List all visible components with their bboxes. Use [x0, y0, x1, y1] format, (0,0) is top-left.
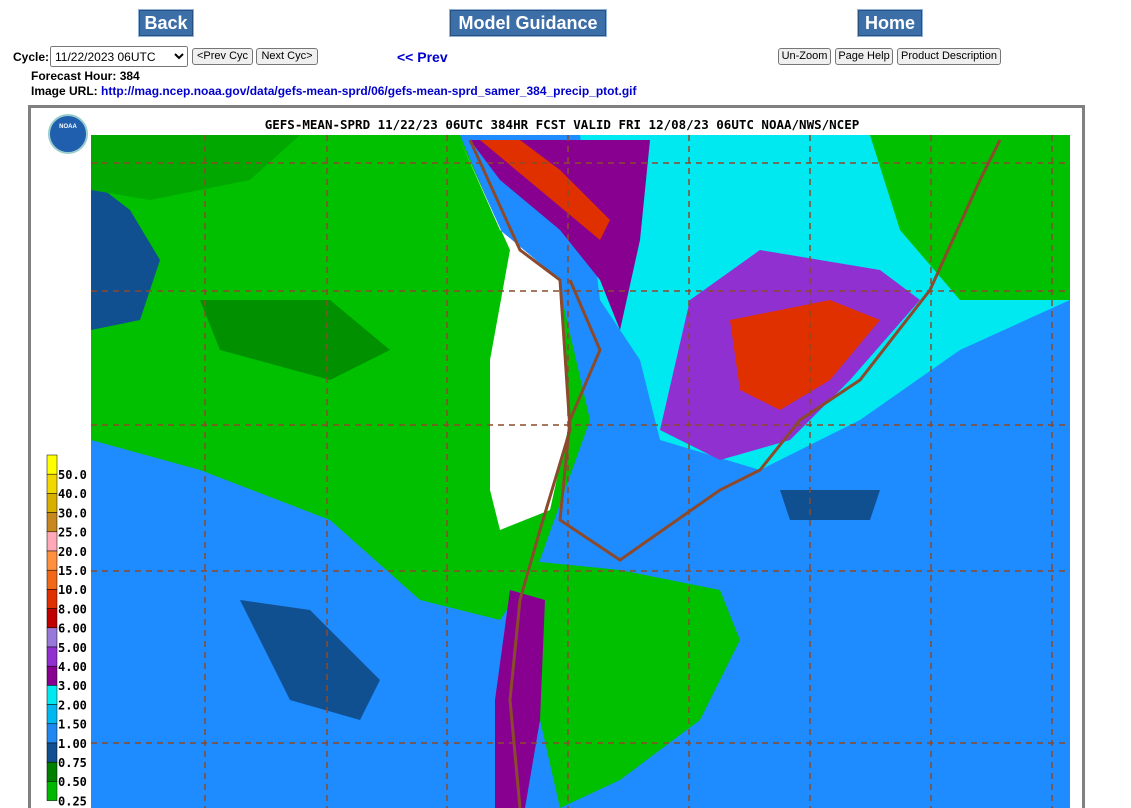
- snow-region: [460, 140, 570, 530]
- legend-swatch: [46, 704, 58, 725]
- back-button[interactable]: Back: [138, 9, 194, 37]
- legend-swatch: [46, 550, 58, 571]
- legend-swatch: [46, 627, 58, 648]
- model-guidance-button[interactable]: Model Guidance: [449, 9, 607, 37]
- green-dark-region: [91, 135, 300, 200]
- legend-label: 0.50: [58, 775, 87, 789]
- legend-swatch: [46, 454, 58, 475]
- legend-swatch: [46, 742, 58, 763]
- legend-swatch: [46, 608, 58, 629]
- prev-cycle-button[interactable]: <Prev Cyc: [192, 48, 253, 65]
- legend-label: 25.0: [58, 526, 87, 540]
- green-region: [870, 135, 1070, 300]
- legend-label: 20.0: [58, 545, 87, 559]
- legend-swatch: [46, 761, 58, 782]
- legend-swatch: [46, 723, 58, 744]
- next-cycle-button[interactable]: Next Cyc>: [256, 48, 318, 65]
- product-description-button[interactable]: Product Description: [897, 48, 1001, 65]
- forecast-hour: Forecast Hour: 384: [31, 69, 140, 83]
- cycle-label: Cycle:: [13, 50, 50, 64]
- purple-region: [470, 140, 650, 330]
- red-region: [730, 300, 880, 410]
- home-button[interactable]: Home: [857, 9, 923, 37]
- dark-region: [91, 180, 160, 330]
- legend-swatch: [46, 493, 58, 513]
- map-title: GEFS-MEAN-SPRD 11/22/23 06UTC 384HR FCST…: [265, 117, 860, 132]
- noaa-logo: [48, 114, 88, 154]
- legend-label: 8.00: [58, 602, 87, 616]
- legend-swatch: [46, 589, 58, 609]
- legend-label: 30.0: [58, 506, 87, 520]
- green-dark-region: [200, 300, 390, 380]
- graticule: [91, 135, 1070, 808]
- forecast-hour-value: 384: [119, 69, 140, 83]
- dark-region: [780, 490, 880, 520]
- legend-swatch: [46, 569, 58, 590]
- legend-swatch: [46, 685, 58, 705]
- legend-label: 5.00: [58, 641, 87, 655]
- image-url-label: Image URL:: [31, 84, 98, 98]
- legend-label: 40.0: [58, 487, 87, 501]
- legend-label: 3.00: [58, 679, 87, 693]
- image-url: Image URL: http://mag.ncep.noaa.gov/data…: [31, 84, 637, 98]
- legend-label: 10.0: [58, 583, 87, 597]
- legend-swatch: [46, 512, 58, 533]
- legend-swatch: [46, 473, 58, 494]
- legend-label: 1.50: [58, 718, 87, 732]
- prev-link[interactable]: << Prev: [397, 49, 448, 65]
- legend-label: 1.00: [58, 737, 87, 751]
- legend-label: 0.25: [58, 794, 87, 808]
- legend-label: 2.00: [58, 698, 87, 712]
- legend-label: 0.75: [58, 756, 87, 770]
- legend-swatch: [46, 781, 58, 801]
- legend-swatch: [46, 665, 58, 686]
- noaa-logo-text: NOAA: [59, 124, 77, 130]
- un-zoom-button[interactable]: Un-Zoom: [778, 48, 831, 65]
- coastline: [468, 139, 1002, 808]
- legend-label: 4.00: [58, 660, 87, 674]
- legend-label: 50.0: [58, 468, 87, 482]
- purple-region: [495, 590, 545, 808]
- legend: 50.0 40.0 30.0 25.0 20.0 15.0 10.0 8.00 6.00 5.00…: [46, 454, 87, 808]
- green-region: [520, 560, 740, 808]
- cycle-select[interactable]: 11/22/2023 06UTC: [50, 46, 188, 67]
- dark-region: [240, 600, 380, 720]
- legend-swatch: [46, 531, 58, 552]
- green-region: [91, 135, 590, 620]
- red-region: [480, 140, 610, 240]
- forecast-map: NOAA GEFS-MEAN-SPRD 11/22/23 06UTC 384HR…: [28, 105, 1085, 808]
- legend-label: 6.00: [58, 622, 87, 636]
- map-body: NOAA GEFS-MEAN-SPRD 11/22/23 06UTC 384HR…: [46, 114, 1070, 808]
- page-help-button[interactable]: Page Help: [835, 48, 893, 65]
- forecast-hour-label: Forecast Hour:: [31, 69, 117, 83]
- image-url-link[interactable]: http://mag.ncep.noaa.gov/data/gefs-mean-…: [101, 84, 637, 98]
- legend-swatch: [46, 646, 58, 667]
- legend-label: 15.0: [58, 564, 87, 578]
